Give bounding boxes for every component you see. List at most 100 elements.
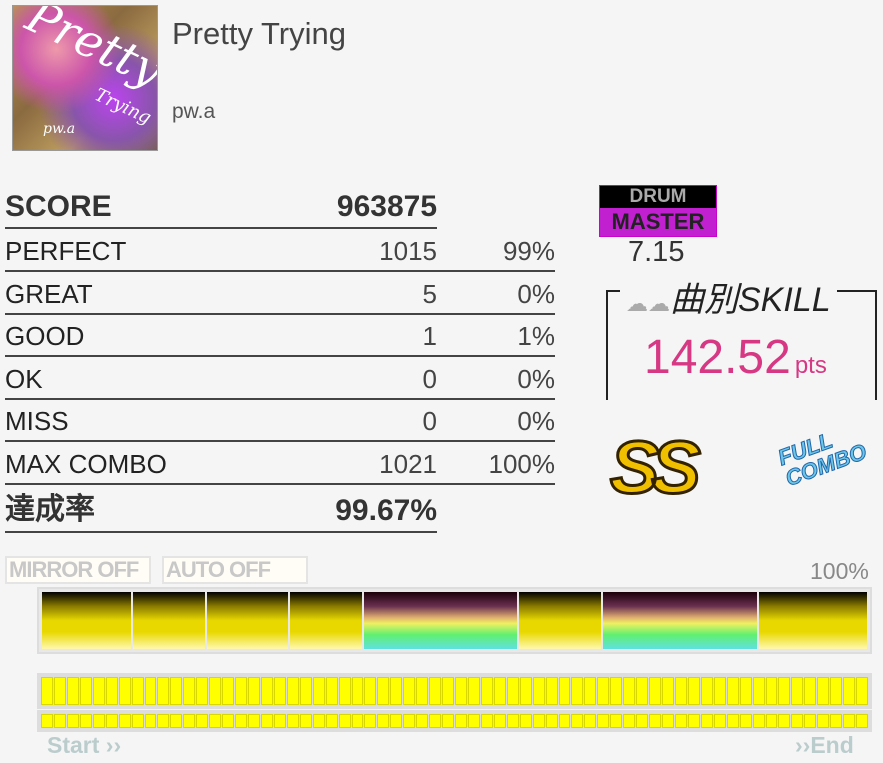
timeline-cell: [286, 677, 299, 705]
timeline-cell: [597, 714, 610, 728]
timeline-cell: [532, 677, 545, 705]
stat-row-great: GREAT 5 0%: [5, 272, 555, 315]
skill-logo-icon: ☁☁: [626, 291, 670, 316]
gauge-segment-rainbow: [602, 592, 758, 649]
timeline-cell: [273, 677, 286, 705]
timeline-cell: [144, 677, 157, 705]
timeline-cell: [662, 677, 674, 705]
timeline-cell: [493, 677, 506, 705]
gauge-segment-rainbow: [363, 592, 518, 649]
timeline-cell: [403, 714, 416, 728]
timeline-cell: [144, 714, 157, 728]
skill-title-text: 曲別SKILL: [670, 281, 831, 319]
timeline-cell: [584, 677, 597, 705]
start-label: Start ››: [47, 732, 122, 758]
timeline-cell: [131, 714, 144, 728]
timeline-cell: [403, 677, 416, 705]
stat-value: 1021: [379, 449, 437, 479]
timeline-cell: [480, 714, 493, 728]
timeline-cell: [222, 677, 235, 705]
gauge-graph: [37, 587, 872, 654]
timeline-cell: [532, 714, 545, 728]
song-title: Pretty Trying: [172, 16, 346, 51]
timeline-cell: [377, 677, 390, 705]
timeline-cell: [791, 714, 804, 728]
timeline-cell: [752, 677, 765, 705]
timeline-cell: [843, 714, 856, 728]
timeline-cell: [53, 714, 66, 728]
timeline-cell: [455, 714, 467, 728]
stat-label: GOOD: [5, 321, 85, 352]
timeline-cell: [41, 714, 53, 728]
timeline-cell: [545, 714, 558, 728]
timeline-cell: [649, 714, 661, 728]
timeline-cell: [118, 714, 131, 728]
timeline-cell: [739, 677, 752, 705]
stat-value: 0: [422, 363, 437, 394]
stat-percent: 0%: [517, 278, 555, 309]
timeline-cell: [338, 677, 351, 705]
timeline-cell: [674, 677, 687, 705]
song-jacket: Pretty Trying pw.a: [12, 5, 158, 151]
timeline-cell: [235, 714, 247, 728]
timeline-cell: [558, 714, 571, 728]
stat-row-ok: OK 0 0%: [5, 357, 555, 400]
timeline-cell: [66, 714, 79, 728]
timeline-cell: [545, 677, 558, 705]
timeline-cell: [299, 677, 312, 705]
timeline-cell: [53, 677, 66, 705]
timeline-cell: [700, 714, 713, 728]
timeline-cell: [351, 714, 364, 728]
timeline-cell: [571, 714, 584, 728]
stat-row-perfect: PERFECT 1015 99%: [5, 229, 555, 272]
timeline-cell: [364, 677, 377, 705]
timeline-cell: [312, 677, 325, 705]
jacket-artist-text: pw.a: [43, 121, 76, 137]
timeline-cell: [325, 677, 338, 705]
stat-row-good: GOOD 1 1%: [5, 314, 555, 358]
timeline-cell: [183, 714, 196, 728]
difficulty-level: 7.15: [628, 236, 685, 268]
timeline-cell: [558, 677, 571, 705]
achievement-row: 達成率 99.67%: [5, 490, 437, 533]
end-label: ››End: [795, 732, 854, 758]
timeline-cell: [41, 677, 53, 705]
timeline-cell: [157, 677, 170, 705]
timeline-cell: [429, 677, 442, 705]
timeline-cell: [817, 714, 830, 728]
stat-row-miss: MISS 0 0%: [5, 399, 555, 443]
timeline-cell: [442, 714, 454, 728]
timeline-cell: [726, 677, 739, 705]
difficulty-badge: DRUM MASTER: [599, 185, 717, 237]
timeline-cell: [467, 714, 480, 728]
timeline-cell: [791, 677, 804, 705]
timeline-cell: [416, 714, 429, 728]
score-value: 963875: [336, 190, 437, 223]
skill-value: 142.52 pts: [644, 330, 827, 385]
timeline-cell: [377, 714, 390, 728]
timeline-cell: [610, 677, 623, 705]
stat-percent: 0%: [517, 363, 555, 394]
gauge-segment-yellow: [132, 592, 206, 649]
timeline-cell: [739, 714, 752, 728]
timeline-cell: [209, 714, 222, 728]
gauge-segment-yellow: [519, 592, 601, 649]
mirror-option: MIRROR OFF: [5, 556, 151, 584]
score-row: SCORE 963875: [5, 186, 437, 229]
timeline-cell: [390, 714, 403, 728]
timeline-cell: [248, 714, 260, 728]
stat-percent: 0%: [517, 406, 555, 437]
timeline-strip-lower: [37, 710, 872, 732]
timeline-cell: [493, 714, 506, 728]
timeline-cell: [649, 677, 661, 705]
timeline-cell: [442, 677, 454, 705]
jacket-title-text: Pretty: [18, 5, 158, 98]
timeline-cell: [726, 714, 739, 728]
stat-value: 0: [422, 406, 437, 437]
timeline-cell: [519, 714, 532, 728]
timeline-cell: [118, 677, 131, 705]
timeline-cell: [636, 677, 649, 705]
score-label: SCORE: [5, 190, 112, 223]
timeline-cell: [700, 677, 713, 705]
stat-label: GREAT: [5, 278, 93, 309]
